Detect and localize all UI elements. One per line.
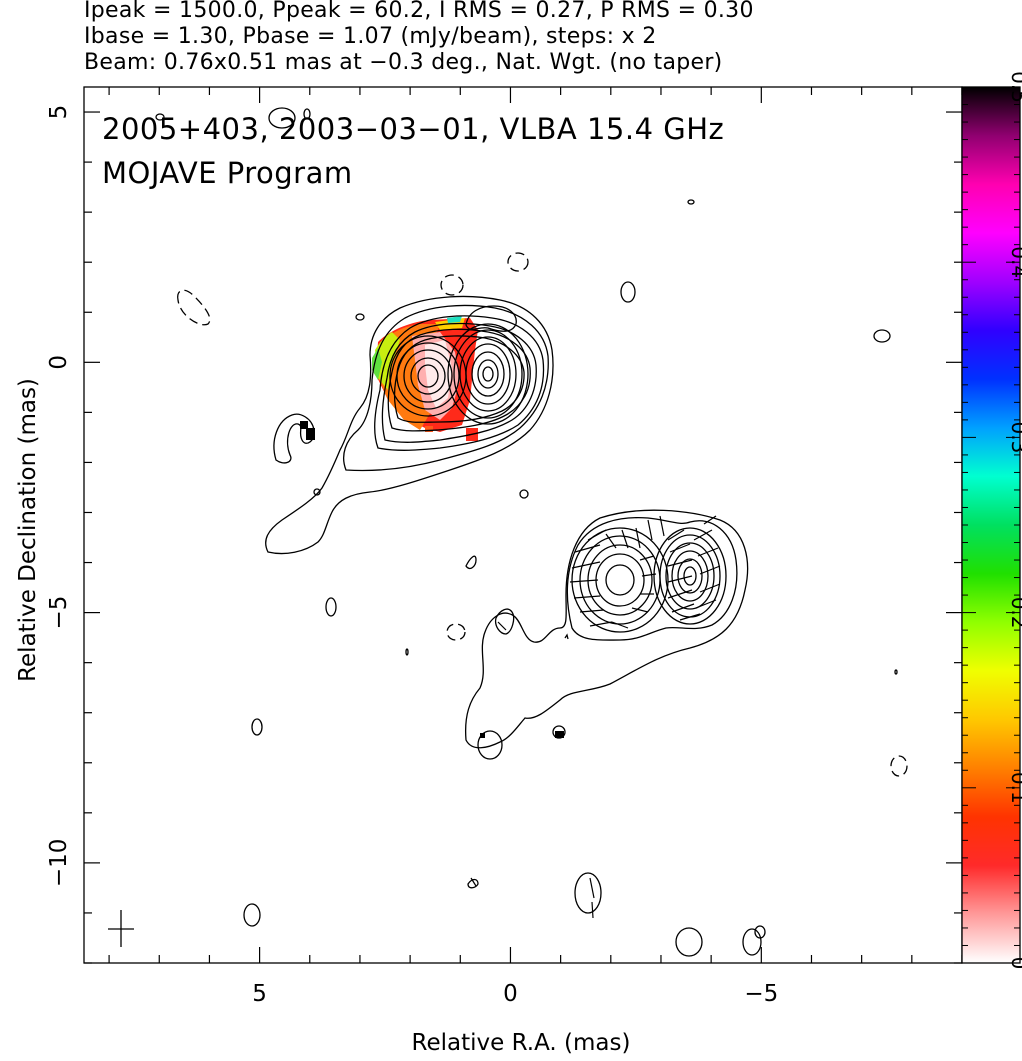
plot-title-line-1: 2005+403, 2003−03−01, VLBA 15.4 GHz (102, 112, 725, 146)
y-axis-label: Relative Declination (mas) (15, 378, 41, 682)
x-axis-label: Relative R.A. (mas) (411, 1030, 631, 1056)
axis-ticks (84, 87, 963, 964)
axis-tick-labels: 5 0 −5 5 0 −5 −10 (46, 105, 778, 1007)
colorbar-tick-labels: 0 0.1 0.2 0.3 0.4 0.5 (1007, 71, 1022, 969)
colorbar-tick-label: 0.2 (1007, 597, 1022, 629)
y-tick-label: 0 (46, 355, 72, 370)
intensity-contours (155, 107, 908, 957)
y-tick-label: −5 (46, 596, 72, 630)
header-line-3: Beam: 0.76x0.51 mas at −0.3 deg., Nat. W… (84, 50, 723, 75)
polarization-vectors (470, 515, 721, 919)
y-tick-label: 5 (46, 105, 72, 120)
header-line-2: Ibase = 1.30, Pbase = 1.07 (mJy/beam), s… (84, 24, 657, 49)
x-tick-label: 0 (503, 981, 518, 1007)
y-tick-label: −10 (46, 839, 72, 888)
colorbar-tick-label: 0 (1007, 957, 1022, 970)
colorbar-tick-label: 0.3 (1007, 421, 1022, 453)
colorbar-tick-label: 0.1 (1007, 772, 1022, 804)
colorbar-tick-label: 0.5 (1007, 71, 1022, 103)
colorbar-ticks (962, 86, 1020, 964)
x-tick-label: −5 (744, 981, 778, 1007)
colorbar (961, 86, 1021, 964)
header-line-1: Ipeak = 1500.0, Ppeak = 60.2, I RMS = 0.… (84, 0, 754, 23)
beam-marker (108, 910, 134, 947)
plot-title-line-2: MOJAVE Program (102, 156, 353, 190)
plot-frame (83, 86, 963, 964)
colorbar-tick-label: 0.4 (1007, 246, 1022, 278)
x-tick-label: 5 (252, 981, 267, 1007)
